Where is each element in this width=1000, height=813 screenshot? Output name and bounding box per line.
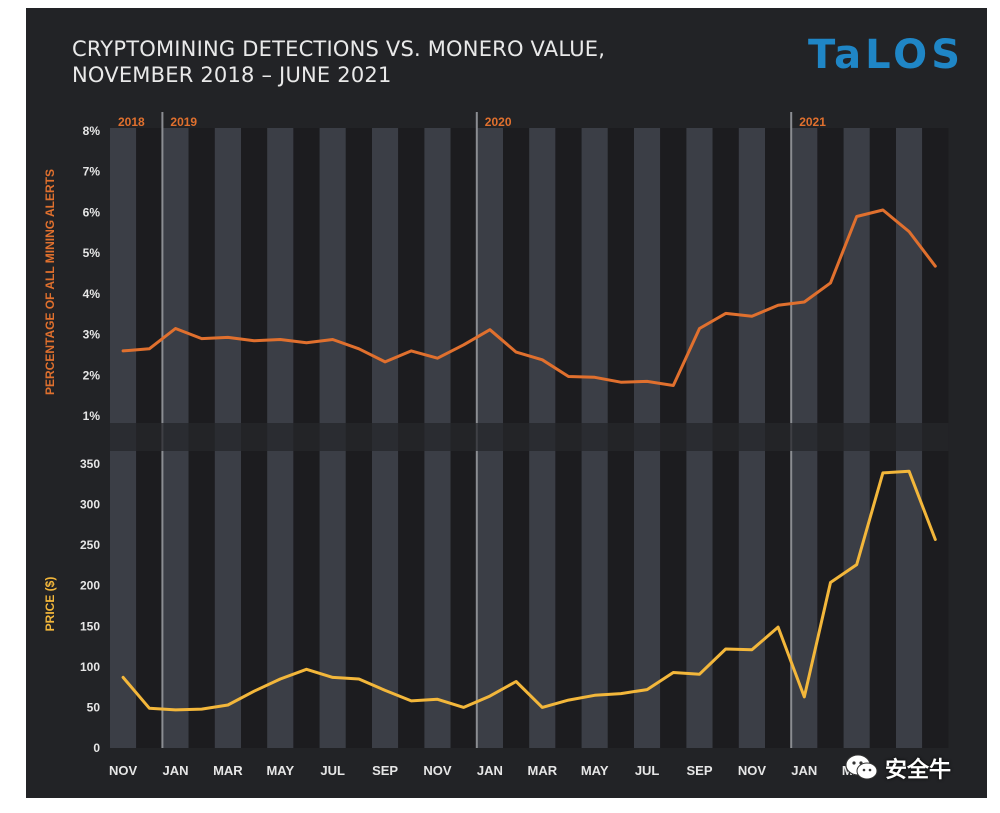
watermark-text: 安全牛 xyxy=(885,758,952,783)
panel-gap xyxy=(110,423,949,451)
x-tick-label: SEP xyxy=(372,763,398,778)
y-tick-label: 250 xyxy=(80,538,100,552)
x-tick-label: SEP xyxy=(686,763,712,778)
wechat-icon xyxy=(845,754,878,780)
y-tick-label: 150 xyxy=(80,619,100,633)
y-tick-label: 7% xyxy=(83,165,101,179)
x-tick-label: MAR xyxy=(213,763,243,778)
x-tick-label: JUL xyxy=(320,763,345,778)
talos-logo: TaLOS xyxy=(808,32,964,78)
y-tick-label: 5% xyxy=(83,246,101,260)
x-tick-label: MAY xyxy=(266,763,294,778)
y-tick-label: 0 xyxy=(93,741,100,755)
year-labels: 2018 2019 2020 2021 xyxy=(118,115,826,129)
y-tick-label: 300 xyxy=(80,498,100,512)
x-tick-label: JAN xyxy=(477,763,503,778)
x-tick-label: JAN xyxy=(162,763,188,778)
y-tick-label: 100 xyxy=(80,660,100,674)
y-axis-title-alerts: PERCENTAGE OF ALL MINING ALERTS xyxy=(43,169,57,395)
x-tick-label: JUL xyxy=(635,763,660,778)
year-label: 2020 xyxy=(485,115,512,129)
title-line-2: NOVEMBER 2018 – JUNE 2021 xyxy=(72,63,392,87)
series-line-alerts xyxy=(121,208,937,387)
watermark: 安全牛 xyxy=(845,752,951,784)
x-tick-labels: NOV JAN MAR MAY JUL SEP NOV JAN MAR MAY JUL SEP NOV J… xyxy=(109,763,872,778)
y-axis-title-price: PRICE ($) xyxy=(43,577,57,632)
chart-title: CRYPTOMINING DETECTIONS VS. MONERO VALUE… xyxy=(72,36,605,88)
title-line-1: CRYPTOMINING DETECTIONS VS. MONERO VALUE… xyxy=(72,37,606,61)
x-tick-label: JAN xyxy=(791,763,817,778)
y-tick-label: 200 xyxy=(80,579,100,593)
y-tick-label: 6% xyxy=(83,205,101,219)
year-label: 2019 xyxy=(170,115,197,129)
y-tick-label: 4% xyxy=(83,287,101,301)
x-tick-label: NOV xyxy=(109,763,138,778)
x-tick-label: MAR xyxy=(527,763,557,778)
y-tick-label: 8% xyxy=(83,124,101,138)
year-label: 2021 xyxy=(799,115,826,129)
y-tick-label: 1% xyxy=(83,409,101,423)
y-tick-label: 350 xyxy=(80,457,100,471)
x-tick-label: NOV xyxy=(738,763,767,778)
year-label: 2018 xyxy=(118,115,145,129)
series-line-price xyxy=(121,469,937,712)
y-tick-label: 3% xyxy=(83,328,101,342)
y-axis-labels: PERCENTAGE OF ALL MINING ALERTS PRICE ($) xyxy=(43,169,57,631)
x-tick-label: NOV xyxy=(423,763,452,778)
y-tick-label: 2% xyxy=(83,368,101,382)
x-tick-label: MAY xyxy=(581,763,609,778)
series-lines xyxy=(121,208,937,712)
panel-divider xyxy=(110,423,949,451)
y-tick-label: 50 xyxy=(87,700,101,714)
y-tick-labels: 1% 2% 3% 4% 5% 6% 7% 8% 0 50 100 150 200 250 300 350 xyxy=(80,124,100,755)
